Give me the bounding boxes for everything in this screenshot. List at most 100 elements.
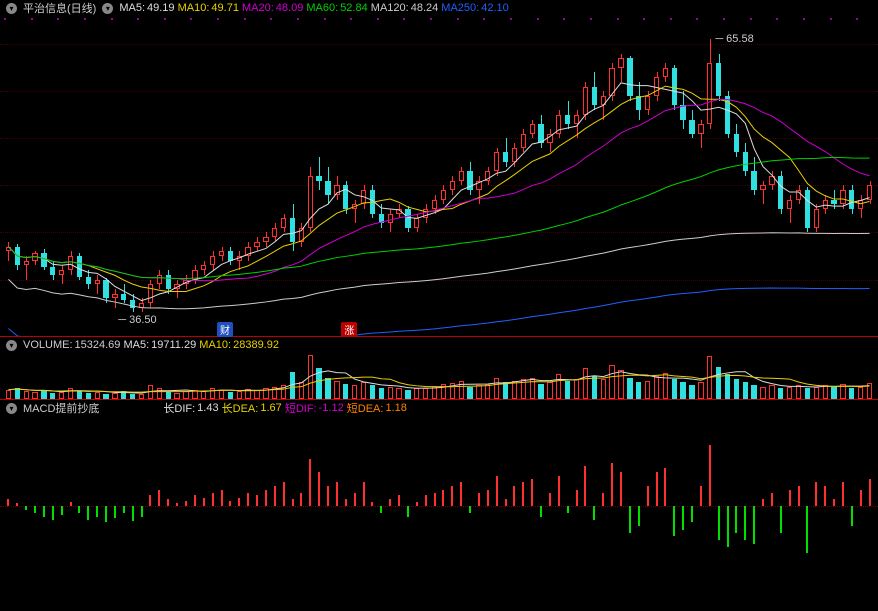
macd-bar [70, 502, 72, 506]
candle [521, 134, 526, 148]
volume-chart[interactable] [0, 353, 878, 399]
candle [831, 200, 836, 205]
macd-bar [141, 506, 143, 517]
candle [237, 256, 242, 261]
macd-bar [522, 482, 524, 506]
macd-bar [283, 482, 285, 506]
candle [432, 200, 437, 209]
candle [15, 247, 20, 266]
candle [263, 237, 268, 242]
macd-bar [176, 503, 178, 506]
macd-bar [345, 499, 347, 506]
candle [228, 251, 233, 260]
volume-bar [672, 379, 677, 399]
volume-bar [95, 392, 100, 399]
macd-bar [7, 499, 9, 506]
volume-bar [121, 391, 126, 399]
candle [636, 96, 641, 110]
candle [707, 63, 712, 124]
event-tag[interactable]: 财 [217, 322, 233, 337]
volume-header: ▾ VOLUME:15324.69 MA5:19711.29 MA10:2838… [0, 337, 878, 353]
macd-bar [212, 493, 214, 507]
volume-bar [459, 381, 464, 399]
volume-bar [290, 372, 295, 399]
macd-bar [531, 479, 533, 506]
candle [441, 190, 446, 199]
volume-bar [15, 388, 20, 399]
candle [796, 190, 801, 199]
macd-chart[interactable] [0, 416, 878, 596]
volume-bar [574, 379, 579, 399]
macd-bar [593, 506, 595, 520]
candle [50, 267, 55, 275]
candle [148, 284, 153, 303]
candle [734, 134, 739, 153]
chevron-down-icon[interactable]: ▾ [6, 3, 17, 14]
chevron-down-icon[interactable]: ▾ [6, 340, 17, 351]
ma-indicator: MA250:42.10 [441, 2, 508, 14]
macd-bar [629, 506, 631, 533]
candle [574, 115, 579, 124]
macd-bar [16, 503, 18, 506]
volume-bar [867, 383, 872, 399]
candle [130, 300, 135, 308]
macd-bar [318, 472, 320, 506]
volume-panel: ▾ VOLUME:15324.69 MA5:19711.29 MA10:2838… [0, 337, 878, 400]
macd-bar [744, 506, 746, 540]
macd-bar [34, 506, 36, 513]
candle [538, 124, 543, 143]
price-chart[interactable]: ─ 65.58─ 36.50财涨 [0, 16, 878, 336]
volume-bar [450, 383, 455, 399]
candle [192, 270, 197, 279]
volume-bar [130, 394, 135, 399]
volume-bar [538, 384, 543, 399]
candle [370, 190, 375, 214]
volume-bar [778, 388, 783, 399]
macd-bar [256, 495, 258, 506]
volume-bar [272, 387, 277, 399]
volume-bar [814, 387, 819, 399]
macd-bar [851, 506, 853, 526]
macd-bar [833, 499, 835, 506]
macd-bar [398, 495, 400, 506]
macd-bar [798, 486, 800, 506]
volume-bar [316, 368, 321, 399]
candle [512, 148, 517, 162]
macd-bar [292, 499, 294, 506]
candle [823, 200, 828, 209]
candle [672, 68, 677, 106]
volume-bar [112, 393, 117, 399]
candle [680, 105, 685, 119]
macd-bar [389, 499, 391, 506]
candle [751, 171, 756, 190]
macd-panel: ▾ MACD提前抄底 长DIF:1.43 长DEA:1.67 短DIF:-1.1… [0, 400, 878, 596]
macd-bar [247, 493, 249, 507]
macd-bar [576, 490, 578, 506]
candle [698, 124, 703, 133]
candle [601, 96, 606, 105]
macd-title: MACD提前抄底 [23, 400, 99, 416]
candle [547, 134, 552, 143]
volume-bar [228, 392, 233, 399]
volume-bar [210, 388, 215, 399]
candle [787, 200, 792, 209]
volume-bar [654, 376, 659, 399]
candle [59, 270, 64, 275]
volume-bar [237, 391, 242, 399]
macd-bar [451, 486, 453, 506]
vol-indicator: MA10:28389.92 [199, 339, 279, 351]
volume-bar [245, 389, 250, 399]
macd-bar [327, 486, 329, 506]
macd-bar [43, 506, 45, 517]
candle [272, 228, 277, 237]
volume-bar [645, 381, 650, 399]
volume-bar [689, 385, 694, 399]
chevron-down-icon[interactable]: ▾ [102, 3, 113, 14]
event-tag[interactable]: 涨 [341, 322, 357, 337]
chevron-down-icon[interactable]: ▾ [6, 403, 17, 414]
volume-bar [725, 374, 730, 399]
candle [352, 204, 357, 209]
candle [103, 280, 108, 299]
macd-bar [842, 482, 844, 506]
volume-bar [823, 385, 828, 399]
